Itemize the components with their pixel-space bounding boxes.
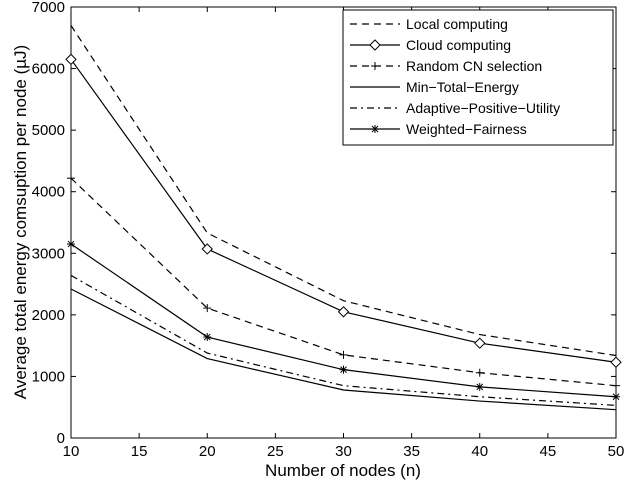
star-marker [339, 365, 348, 374]
plus-marker [371, 62, 379, 70]
legend-label: Adaptive−Positive−Utility [406, 100, 560, 116]
star-marker-d2 [67, 240, 75, 248]
series-3 [70, 288, 617, 411]
star-marker [475, 382, 484, 391]
series-2 [67, 174, 620, 390]
star-marker-d2 [476, 383, 484, 391]
x-tick-label: 45 [540, 443, 557, 460]
legend-label: Cloud computing [406, 37, 511, 53]
legend-label: Random CN selection [406, 58, 542, 74]
x-tick-label: 20 [199, 443, 216, 460]
x-tick-label: 15 [131, 443, 148, 460]
diamond-marker [65, 53, 77, 66]
series-5 [67, 240, 620, 401]
legend-entry: Adaptive−Positive−Utility [350, 100, 560, 116]
series-0 [70, 25, 617, 357]
x-tick-label: 10 [63, 443, 80, 460]
x-tick-label: 35 [403, 443, 420, 460]
y-tick-label: 7000 [32, 0, 65, 16]
series-1 [65, 53, 622, 368]
plus-marker [203, 304, 212, 313]
star-marker-d2 [203, 333, 211, 341]
x-tick-label: 25 [267, 443, 284, 460]
diamond-marker [369, 39, 381, 51]
plus-marker [339, 350, 348, 359]
legend-entry: Random CN selection [350, 58, 542, 74]
series-line [70, 25, 617, 357]
y-tick-label: 5000 [32, 122, 65, 139]
axis-ticks: 10 15 20 25 30 35 40 45 50 0 1000 2000 3000 4000 5000 6… [32, 0, 625, 460]
legend-label: Min−Total−Energy [406, 79, 519, 95]
series-line [70, 288, 617, 411]
legend: Local computing Cloud computing Random CN … [342, 9, 614, 146]
star-marker [371, 125, 379, 133]
star-marker-d2 [612, 393, 620, 401]
star-marker-d2 [340, 366, 347, 374]
y-tick-label: 1000 [32, 368, 65, 385]
plus-marker [475, 368, 484, 377]
legend-label: Weighted−Fairness [406, 121, 527, 137]
y-tick-label: 2000 [32, 307, 65, 324]
y-tick-label: 6000 [32, 61, 65, 78]
x-tick-label: 40 [471, 443, 488, 460]
x-axis-title: Number of nodes (n) [265, 461, 421, 480]
plus-marker [612, 381, 620, 390]
series-line [70, 274, 617, 406]
star-marker [67, 240, 75, 249]
legend-entry: Min−Total−Energy [350, 79, 519, 95]
legend-entry: Local computing [350, 16, 508, 32]
diamond-marker [201, 243, 213, 255]
star-marker-d2 [371, 125, 379, 133]
legend-entry: Cloud computing [350, 37, 511, 53]
legend-entry: Weighted−Fairness [350, 121, 527, 137]
y-tick-label: 0 [57, 430, 65, 447]
series-line [70, 177, 617, 387]
legend-label: Local computing [406, 16, 508, 32]
y-axis-title: Average total energy comsuption per node… [11, 45, 30, 399]
series-layer [65, 25, 622, 411]
y-tick-label: 4000 [32, 184, 65, 201]
diamond-marker [337, 306, 350, 318]
diamond-marker [474, 337, 486, 349]
x-tick-label: 30 [335, 443, 352, 460]
y-tick-label: 3000 [32, 245, 65, 262]
diamond-marker [610, 356, 622, 368]
legend-box [342, 9, 614, 146]
series-4 [70, 274, 617, 406]
star-marker [203, 333, 212, 342]
plus-marker [67, 174, 75, 183]
star-marker [612, 392, 620, 401]
x-tick-label: 50 [608, 443, 625, 460]
